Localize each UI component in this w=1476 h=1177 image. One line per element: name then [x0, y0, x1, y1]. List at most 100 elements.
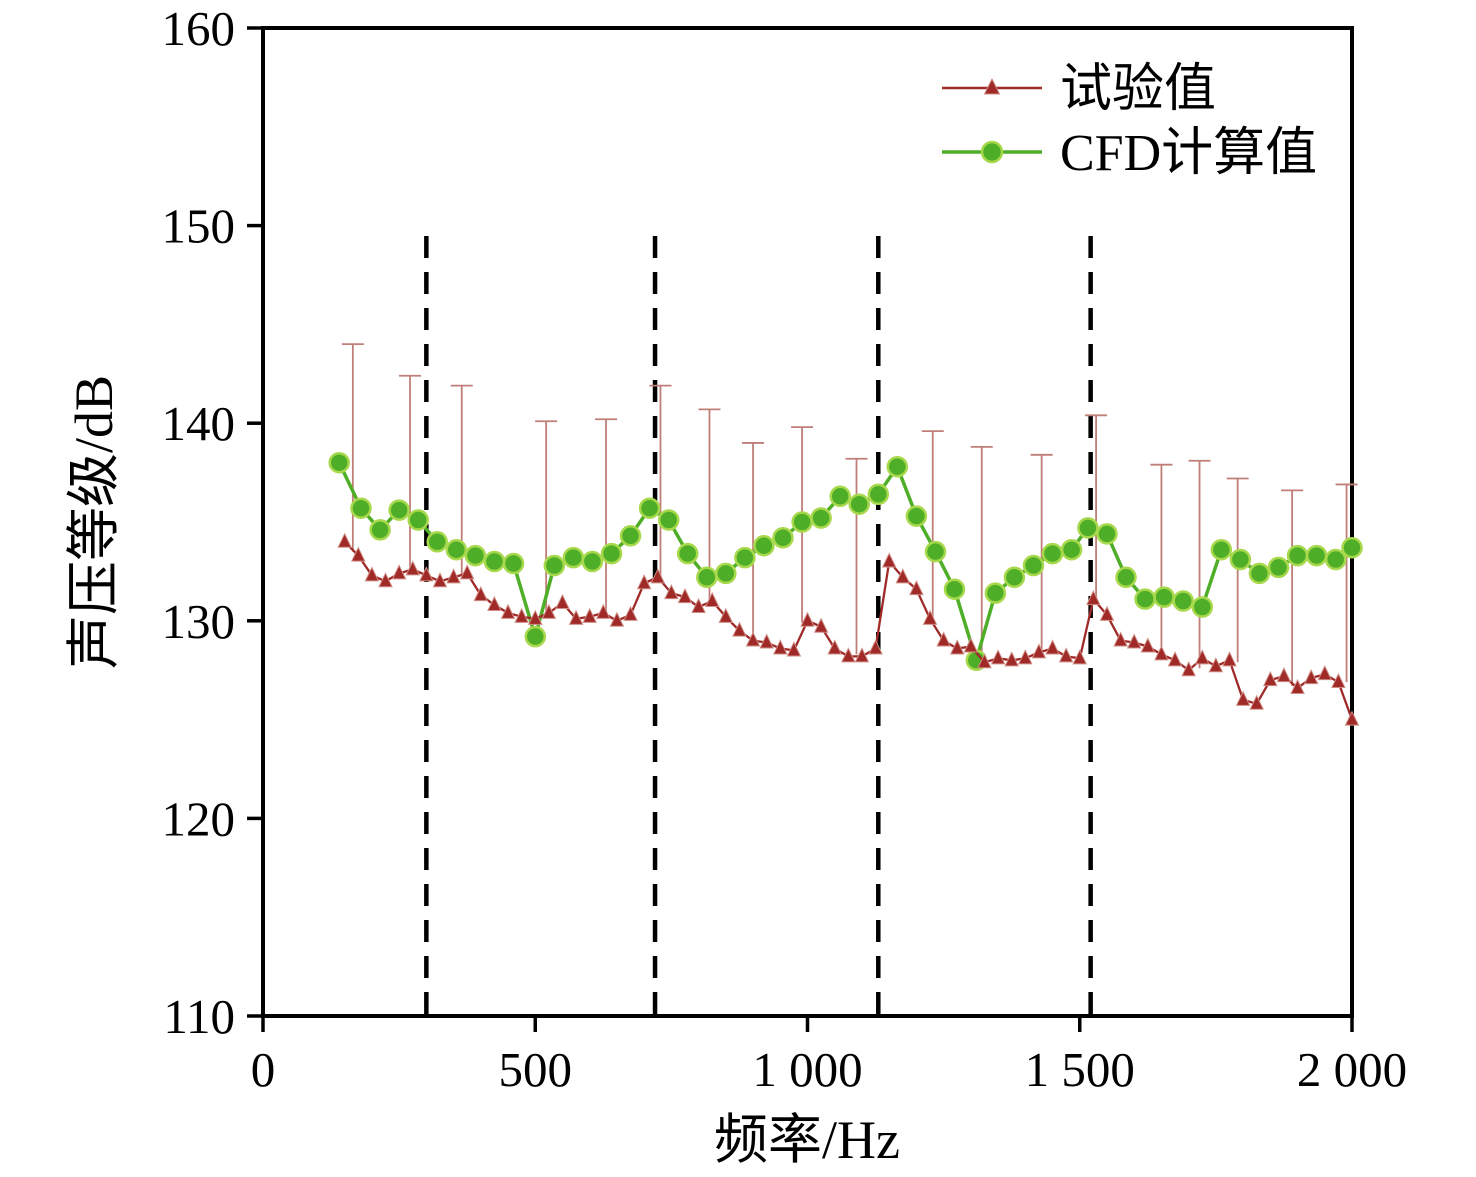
- cfd-marker: [464, 544, 487, 567]
- cfd-marker: [483, 550, 506, 573]
- cfd-marker: [943, 578, 966, 600]
- cfd-marker: [1096, 523, 1118, 545]
- test-marker: [1331, 672, 1346, 689]
- test-marker: [1113, 631, 1128, 647]
- test-marker: [568, 609, 584, 625]
- test-marker: [609, 611, 625, 627]
- test-marker: [432, 572, 448, 588]
- cfd-marker: [619, 525, 642, 547]
- cfd-marker: [810, 507, 832, 529]
- cfd-marker: [867, 483, 890, 506]
- test-marker: [909, 580, 924, 596]
- cfd-marker: [1210, 538, 1233, 561]
- cfd-marker: [886, 455, 909, 478]
- test-marker: [650, 568, 666, 584]
- test-marker: [963, 637, 979, 653]
- cfd-marker: [1341, 536, 1363, 559]
- cfd-marker: [562, 546, 585, 569]
- legend-label: CFD计算值: [1060, 125, 1317, 182]
- test-marker: [895, 568, 911, 584]
- test-marker: [881, 552, 897, 568]
- test-marker: [350, 546, 366, 562]
- test-marker: [623, 605, 638, 621]
- test-marker: [1167, 651, 1183, 667]
- cfd-marker: [772, 527, 794, 549]
- test-marker: [1276, 666, 1292, 683]
- x-tick-label: 1 500: [1025, 1042, 1135, 1097]
- error-bar: [742, 442, 765, 641]
- test-marker: [1154, 645, 1169, 661]
- test-marker: [1072, 649, 1088, 665]
- error-bar: [649, 384, 672, 580]
- cfd-marker: [1115, 566, 1137, 589]
- cfd-marker: [1305, 544, 1328, 567]
- test-marker: [555, 593, 570, 610]
- cfd-marker: [1267, 556, 1290, 579]
- cfd-marker: [426, 531, 448, 553]
- cfd-marker: [524, 625, 547, 648]
- test-marker: [1018, 649, 1033, 665]
- y-axis-title: 声压等级/dB: [64, 375, 124, 669]
- cfd-marker: [581, 550, 604, 573]
- test-marker: [405, 560, 421, 576]
- chart-legend: 试验值 CFD计算值: [942, 61, 1317, 182]
- test-marker: [446, 568, 461, 584]
- test-marker: [1140, 637, 1156, 653]
- x-tick-label: 0: [251, 1042, 276, 1097]
- cfd-marker: [638, 497, 661, 519]
- test-marker: [1086, 589, 1101, 606]
- error-bar: [970, 446, 993, 657]
- test-marker: [1031, 643, 1047, 659]
- cfd-marker: [369, 519, 391, 541]
- error-bar: [1030, 453, 1053, 651]
- test-marker: [1249, 694, 1265, 710]
- test-marker: [977, 653, 992, 669]
- cfd-marker: [676, 542, 699, 565]
- error-bar: [1188, 459, 1211, 669]
- error-bar: [595, 418, 618, 615]
- test-marker: [1222, 651, 1237, 667]
- test-marker: [1004, 651, 1019, 667]
- test-marker: [596, 603, 611, 619]
- cfd-marker: [1003, 566, 1026, 589]
- cfd-marker: [502, 552, 525, 575]
- legend-item: 试验值: [942, 61, 1216, 118]
- cfd-marker: [1153, 586, 1175, 608]
- test-marker: [337, 532, 352, 548]
- test-marker: [1181, 661, 1196, 677]
- test-marker: [732, 621, 747, 637]
- cfd-marker: [328, 451, 350, 474]
- cfd-marker: [1191, 596, 1214, 618]
- test-marker: [990, 649, 1006, 665]
- test-marker: [677, 587, 693, 604]
- test-marker: [582, 607, 597, 623]
- test-marker: [759, 633, 774, 649]
- cfd-marker: [905, 505, 928, 527]
- cfd-marker: [407, 509, 429, 531]
- test-marker: [718, 607, 734, 623]
- y-tick-label: 130: [162, 594, 236, 649]
- test-marker: [841, 647, 856, 663]
- legend-circle-marker: [980, 140, 1004, 164]
- test-marker: [1303, 668, 1319, 685]
- error-bar: [845, 457, 868, 655]
- cfd-marker: [791, 511, 813, 533]
- error-bar: [341, 343, 364, 552]
- test-marker: [745, 631, 761, 647]
- cfd-marker: [715, 562, 737, 585]
- test-marker: [1235, 690, 1251, 706]
- test-marker: [527, 609, 543, 625]
- test-marker: [1045, 639, 1060, 655]
- cfd-marker: [1041, 542, 1064, 565]
- test-marker: [1126, 633, 1142, 649]
- test-marker: [936, 631, 951, 647]
- error-bar: [1281, 489, 1304, 687]
- cfd-marker: [753, 534, 775, 557]
- y-tick-label: 160: [162, 1, 236, 56]
- chart-series-layer: [328, 343, 1363, 726]
- test-marker: [1317, 664, 1333, 681]
- cfd-marker: [1060, 538, 1083, 561]
- x-tick-label: 500: [499, 1042, 573, 1097]
- test-marker: [949, 639, 965, 655]
